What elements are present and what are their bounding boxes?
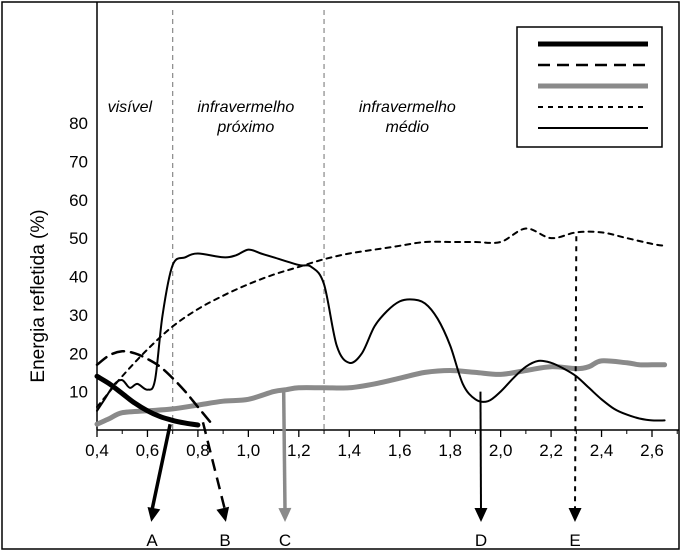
arrow-line-d (479, 391, 482, 511)
arrowhead-c (278, 507, 292, 522)
y-tick-label: 30 (69, 306, 88, 325)
region-label: próximo (216, 119, 274, 136)
arrows: A B C D E (146, 236, 582, 550)
arrow-line-c (281, 391, 287, 511)
x-tick-label: 0,6 (136, 441, 160, 460)
y-tick-label: 50 (69, 229, 88, 248)
region-dividers (172, 10, 325, 430)
region-label: infravermelho (197, 99, 294, 116)
arrow-line-b (201, 422, 227, 511)
arrowhead-a (147, 506, 161, 522)
region-label: médio (386, 119, 430, 136)
arrow-label-d: D (475, 531, 487, 550)
x-tick-label: 2,2 (539, 441, 563, 460)
arrowhead-b (216, 506, 230, 522)
arrowhead-d (474, 507, 488, 522)
region-label: visível (108, 99, 153, 116)
legend (516, 26, 663, 148)
series-line-thick-solid-gray (94, 358, 668, 427)
series-line-thick-solid-black (94, 373, 201, 428)
series-line-dashed-black (95, 349, 212, 424)
x-tick-label: 1,8 (438, 441, 462, 460)
x-tick-label: 1,6 (388, 441, 412, 460)
region-labels: visível infravermelho próximo infravermelho… (108, 99, 456, 136)
x-tick-label: 2,6 (640, 441, 664, 460)
arrow-label-e: E (569, 531, 580, 550)
x-tick-label: 0,8 (186, 441, 210, 460)
x-tick-label: 2,0 (489, 441, 513, 460)
arrow-label-b: B (219, 531, 230, 550)
y-tick-label: 40 (69, 268, 88, 287)
y-tick-label: 60 (69, 191, 88, 210)
x-ticks: 0,4 0,6 0,8 1,0 1,2 1,4 1,6 1,8 2,0 2,2 2,4 2,6 (85, 430, 678, 460)
y-axis-label: Energia refletida (%) (28, 209, 49, 382)
arrow-line-e (574, 236, 578, 511)
series-line-dotted-black (96, 227, 666, 408)
y-tick-label: 70 (69, 152, 88, 171)
series-lines (94, 227, 668, 428)
arrow-label-a: A (146, 531, 158, 550)
arrowhead-e (568, 507, 582, 522)
x-tick-label: 2,4 (590, 441, 614, 460)
y-ticks: 10 20 30 40 50 60 70 80 (69, 114, 88, 402)
x-tick-label: 1,0 (237, 441, 261, 460)
series-line-thin-solid-black (96, 248, 666, 422)
y-tick-label: 10 (69, 383, 88, 402)
arrow-line-a (150, 423, 172, 511)
region-label: infravermelho (359, 99, 456, 116)
x-tick-label: 1,2 (287, 441, 311, 460)
y-tick-label: 20 (69, 344, 88, 363)
x-tick-label: 1,4 (337, 441, 361, 460)
arrow-label-c: C (279, 531, 291, 550)
x-tick-label: 0,4 (85, 441, 109, 460)
y-tick-label: 80 (69, 114, 88, 133)
